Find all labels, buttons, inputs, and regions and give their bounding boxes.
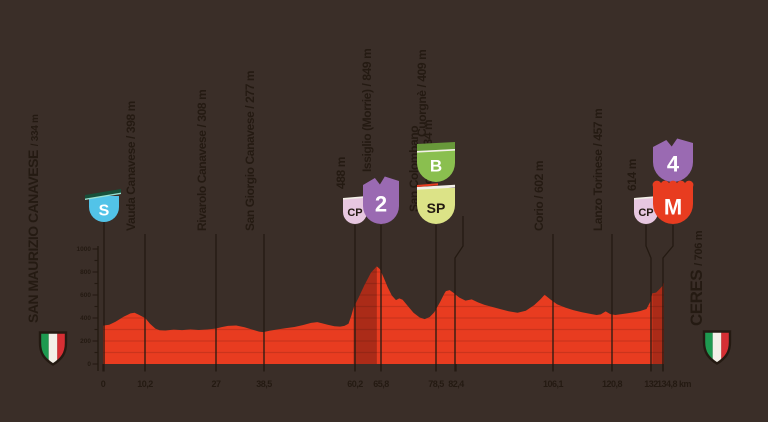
climb-section	[652, 266, 664, 364]
waypoint-label-rivarolo-canavese: Rivarolo Canavese / 308 m	[195, 89, 209, 231]
y-axis-label: 800	[80, 269, 91, 276]
x-axis-label: 0	[101, 379, 106, 389]
x-axis-label: 132	[644, 379, 658, 389]
category-2-climb-badge: 2	[362, 176, 400, 224]
start-title: SAN MAURIZIO CANAVESE / 334 m	[23, 114, 43, 323]
x-axis-label: 65,8	[373, 379, 389, 389]
elevation-profile-area	[103, 266, 664, 364]
waypoint-line-finish-ceres	[662, 225, 674, 372]
category-4-climb-badge: 4	[652, 138, 694, 182]
x-axis-label: 38,5	[256, 379, 272, 389]
checkpoint-badge: CP	[342, 194, 368, 224]
checkpoint-badge-label: CP	[347, 207, 362, 219]
category-4-climb-badge-label: 4	[667, 152, 680, 177]
x-axis-label: 134,8 km	[657, 379, 692, 389]
climb-section	[353, 266, 377, 364]
waypoint-label-corio: Corio / 602 m	[532, 160, 546, 231]
x-axis-label: 60,2	[347, 379, 363, 389]
x-axis-label: 106,1	[543, 379, 564, 389]
y-axis-label: 400	[80, 315, 91, 322]
waypoint-label-checkpoint-2: 614 m	[625, 158, 639, 191]
waypoint-label-checkpoint-1: 488 m	[334, 156, 348, 189]
x-axis-label: 120,8	[602, 379, 623, 389]
bonus-badge: B	[416, 142, 456, 182]
finish-elevation: / 706 m	[693, 230, 705, 266]
y-axis-label: 600	[80, 292, 91, 299]
waypoint-line-san-colombano-belmonte	[454, 216, 464, 372]
finish-badge: M	[652, 180, 694, 224]
finish-badge-label: M	[664, 195, 682, 220]
start-name: SAN MAURIZIO CANAVESE	[25, 150, 41, 323]
waypoint-line-checkpoint-2	[645, 225, 652, 372]
y-axis: 0 200 400 600 800 1000	[77, 246, 99, 371]
sprint-badge-label: SP	[427, 200, 446, 216]
italy-flag-icon-left	[38, 331, 68, 366]
x-axis: 0 10,2 27 38,5 60,2 65,8 78,5 82,4 106,1 120,8 132…	[101, 364, 692, 389]
bonus-badge-label: B	[430, 157, 442, 176]
checkpoint-badge-label: CP	[638, 207, 653, 219]
y-axis-label: 200	[80, 338, 91, 345]
start-elevation: / 334 m	[30, 114, 41, 147]
start-badge: S	[85, 189, 121, 222]
x-axis-label: 10,2	[137, 379, 153, 389]
category-2-climb-badge-label: 2	[375, 192, 387, 217]
waypoint-label-vauda-canavese: Vauda Canavese / 398 m	[124, 101, 138, 231]
italy-flag-icon-right	[702, 330, 732, 365]
finish-title: CERES / 706 m	[687, 231, 707, 326]
waypoint-lines	[103, 216, 674, 372]
x-axis-label: 78,5	[428, 379, 444, 389]
start-badge-label: S	[99, 203, 110, 220]
waypoint-label-issiglio-morrie: Issiglio (Morrie) / 849 m	[360, 48, 374, 172]
waypoint-label-lanzo-torinese: Lanzo Torinese / 457 m	[591, 108, 605, 231]
waypoint-label-san-giorgio-canavese: San Giorgio Canavese / 277 m	[243, 70, 257, 231]
sprint-badge: SP	[416, 183, 456, 224]
y-axis-label: 1000	[77, 246, 92, 253]
x-axis-label: 82,4	[448, 379, 464, 389]
finish-name: CERES	[687, 269, 706, 326]
y-axis-label: 0	[87, 361, 91, 368]
x-axis-label: 27	[211, 379, 221, 389]
